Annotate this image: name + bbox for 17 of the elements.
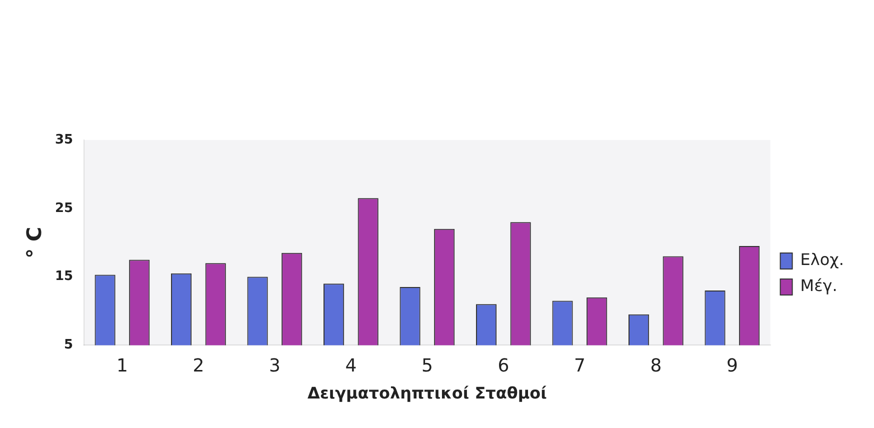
x-tick-label: 4: [345, 356, 357, 377]
y-tick-label: 5: [64, 338, 74, 353]
y-tick-label: 15: [54, 269, 74, 284]
x-tick-label: 2: [192, 356, 204, 377]
y-tick-label: 25: [54, 200, 74, 216]
x-tick-label: 8: [650, 356, 662, 377]
x-tick-label: 6: [498, 356, 510, 377]
x-tick-label: 1: [116, 356, 128, 377]
x-tick-label: 3: [268, 356, 280, 377]
x-tick-label: 7: [574, 356, 586, 377]
legend-label: Μέγ.: [800, 276, 838, 296]
y-tick-label: 35: [54, 132, 74, 148]
x-tick-label: 5: [421, 356, 433, 377]
legend-label: Ελοχ.: [800, 250, 844, 270]
x-tick-label: 9: [726, 356, 738, 377]
y-axis-title: ° C: [22, 226, 46, 258]
x-axis-title: Δειγματοληπτικοί Σταθμοί: [308, 384, 547, 403]
